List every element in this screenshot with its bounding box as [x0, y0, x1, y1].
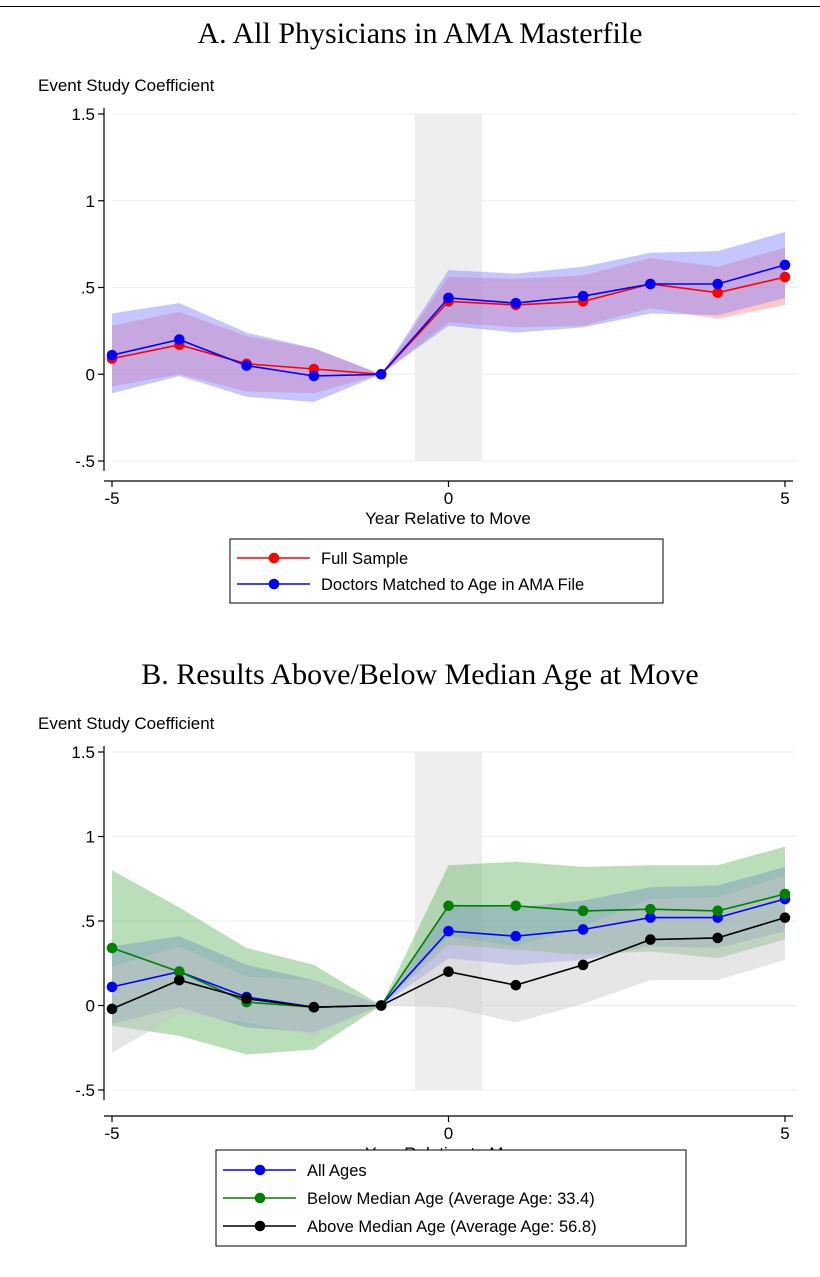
chart-title: B. Results Above/Below Median Age at Mov…: [141, 658, 698, 691]
legend-marker-2: [268, 578, 280, 590]
legend-marker-1: [254, 1164, 266, 1176]
y-tick-label: 0: [86, 997, 95, 1016]
confidence-band-series-1: [112, 247, 785, 394]
data-point-series-2: [577, 290, 589, 302]
data-point-series-2: [174, 966, 185, 977]
data-point-series-2: [645, 278, 656, 290]
legend-label-3: Above Median Age (Average Age: 56.8): [307, 1218, 597, 1236]
confidence-band-series-1: [112, 866, 785, 1033]
legend-label-2: Doctors Matched to Age in AMA File: [321, 576, 584, 594]
data-point-series-1: [779, 271, 791, 283]
y-tick-label: 0: [86, 365, 95, 384]
move-year-shading: [414, 752, 483, 1090]
data-point-series-3: [241, 993, 252, 1005]
data-point-series-3: [174, 974, 185, 986]
data-point-series-2: [510, 900, 522, 912]
data-point-series-1: [712, 287, 723, 299]
y-tick-label: .5: [81, 912, 95, 931]
data-point-series-2: [375, 368, 387, 380]
data-point-series-2: [779, 259, 791, 271]
data-point-series-2: [510, 297, 522, 309]
x-tick-label: 0: [444, 1124, 453, 1143]
data-point-series-3: [375, 1000, 387, 1011]
data-point-series-3: [779, 912, 791, 923]
data-point-series-3: [443, 966, 454, 977]
data-point-series-2: [712, 278, 723, 290]
move-year-shading: [414, 114, 483, 461]
data-point-series-3: [308, 1001, 320, 1013]
y-axis-label: Event Study Coefficient: [38, 714, 215, 733]
chart-panel-b: B. Results Above/Below Median Age at Mov…: [38, 658, 797, 1247]
y-tick-label: 1: [86, 828, 95, 847]
legend-marker-3: [254, 1220, 266, 1232]
y-tick-label: 1: [86, 192, 95, 211]
data-point-series-2: [106, 942, 118, 954]
data-point-series-3: [106, 1003, 118, 1015]
x-tick-label: -5: [104, 489, 119, 508]
data-point-series-2: [174, 334, 185, 345]
chart-panel-a: A. All Physicians in AMA Masterfile Even…: [38, 17, 797, 604]
legend-label-1: All Ages: [307, 1162, 367, 1180]
confidence-band-series-2: [112, 232, 785, 402]
data-point-series-1: [443, 925, 454, 937]
y-tick-label: -.5: [75, 1081, 95, 1100]
data-point-series-2: [443, 900, 454, 912]
data-point-series-3: [645, 934, 656, 945]
top-rule: [0, 6, 820, 7]
legend-marker-1: [268, 552, 280, 564]
data-point-series-2: [241, 360, 252, 371]
data-point-series-2: [443, 292, 454, 304]
y-tick-label: 1.5: [71, 743, 95, 762]
legend-label-1: Full Sample: [321, 550, 408, 568]
y-axis-label: Event Study Coefficient: [38, 76, 215, 95]
data-point-series-2: [712, 905, 723, 917]
x-tick-label: 5: [780, 489, 789, 508]
data-point-series-1: [106, 981, 118, 993]
data-point-series-1: [510, 930, 522, 942]
data-point-series-1: [645, 912, 656, 923]
data-point-series-1: [577, 924, 589, 935]
data-point-series-2: [645, 903, 656, 915]
y-tick-label: 1.5: [71, 105, 95, 124]
data-point-series-2: [779, 888, 791, 900]
data-point-series-3: [510, 979, 522, 991]
data-point-series-2: [308, 370, 320, 382]
data-point-series-2: [577, 905, 589, 917]
data-point-series-2: [106, 349, 118, 361]
confidence-band-series-3: [112, 875, 785, 1053]
legend-label-2: Below Median Age (Average Age: 33.4): [307, 1190, 595, 1208]
x-tick-label: 5: [780, 1124, 789, 1143]
chart-title: A. All Physicians in AMA Masterfile: [198, 17, 643, 50]
y-tick-label: -.5: [75, 452, 95, 471]
x-axis-label: Year Relative to Move: [365, 509, 531, 528]
legend-box: [229, 538, 664, 604]
x-tick-label: -5: [104, 1124, 119, 1143]
data-point-series-3: [712, 932, 723, 944]
y-tick-label: .5: [81, 279, 95, 298]
legend-marker-2: [254, 1192, 266, 1204]
data-point-series-3: [577, 959, 589, 971]
x-tick-label: 0: [444, 489, 453, 508]
